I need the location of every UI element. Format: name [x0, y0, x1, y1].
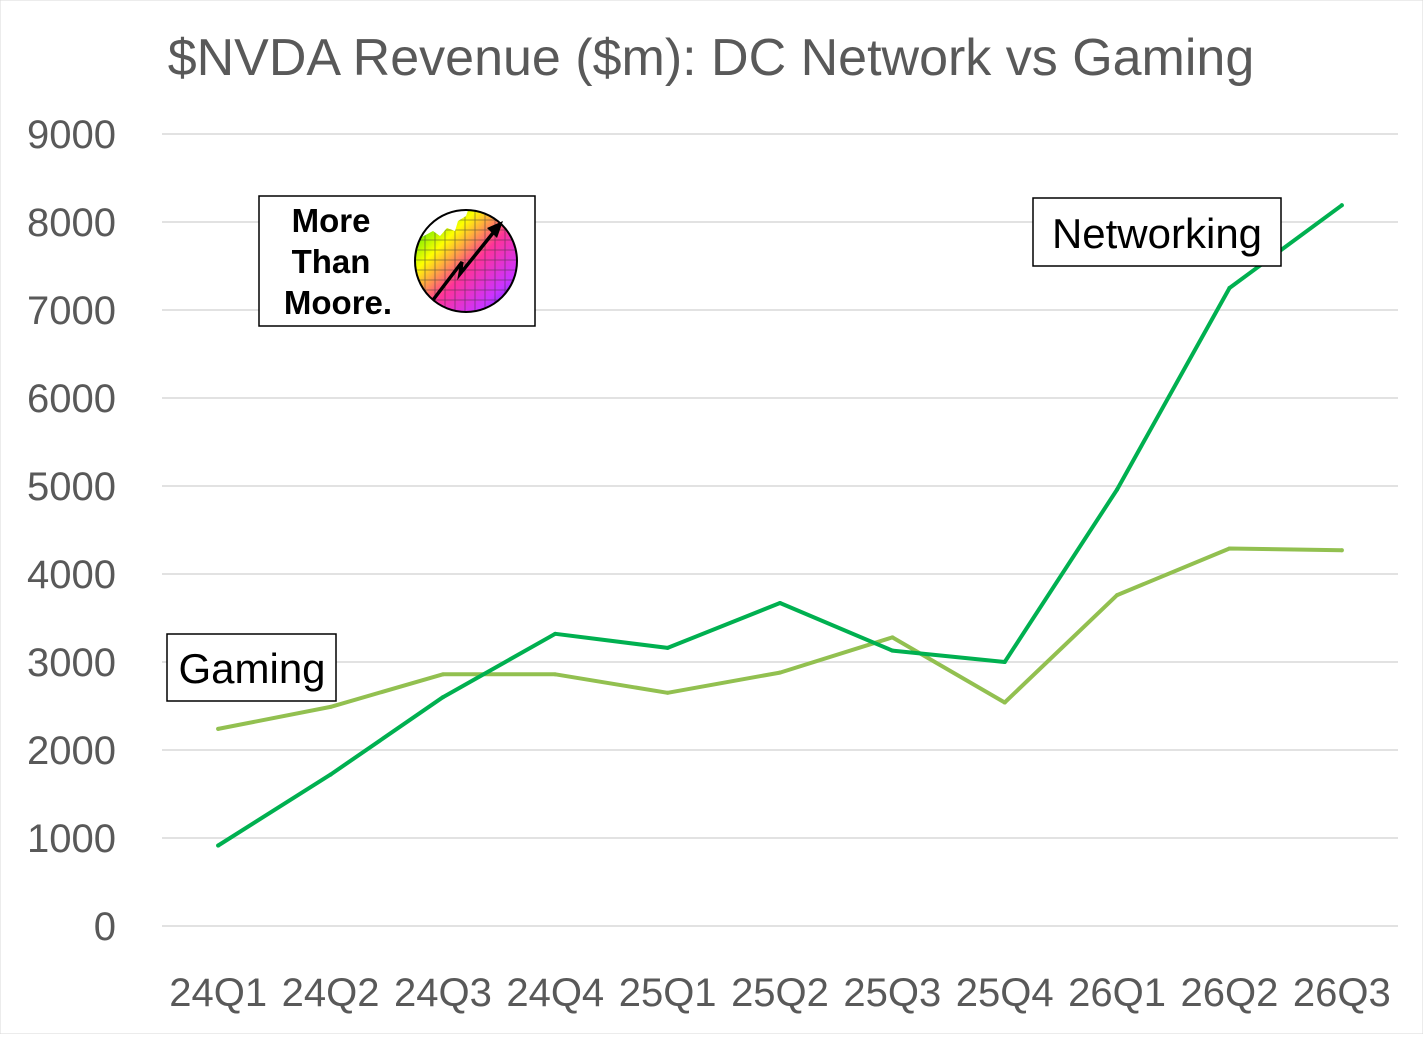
- data-point-gaming: [1115, 593, 1120, 598]
- networking-label-box: [1032, 197, 1282, 267]
- data-point-gaming: [890, 635, 895, 640]
- x-tick-label: 26Q3: [1293, 971, 1391, 1015]
- data-point-networking: [328, 772, 333, 777]
- data-point-gaming: [1227, 546, 1232, 551]
- x-tick-label: 25Q4: [956, 971, 1054, 1015]
- data-point-gaming: [216, 726, 221, 731]
- x-tick-label: 25Q1: [619, 971, 717, 1015]
- data-point-gaming: [328, 704, 333, 709]
- data-point-gaming: [1002, 700, 1007, 705]
- y-tick-label: 3000: [27, 641, 116, 685]
- logo-text-line1: More: [292, 202, 371, 239]
- data-point-networking: [1227, 286, 1232, 290]
- more-than-moore-logo: More Than Moore.: [258, 195, 536, 327]
- networking-label: Networking: [1052, 210, 1262, 257]
- gaming-annotation: Gaming: [166, 633, 337, 702]
- x-tick-label: 25Q2: [731, 971, 829, 1015]
- networking-annotation: Networking: [1032, 197, 1282, 267]
- y-tick-label: 2000: [27, 729, 116, 773]
- x-tick-label: 25Q3: [843, 971, 941, 1015]
- data-point-gaming: [553, 672, 558, 677]
- logo-text-line3: Moore.: [284, 284, 392, 321]
- x-tick-label: 24Q4: [506, 971, 604, 1015]
- data-point-networking: [778, 601, 782, 606]
- data-point-networking: [216, 843, 221, 848]
- y-tick-label: 1000: [27, 817, 116, 861]
- y-axis-tick-labels: 0 1000 2000 3000 4000 5000 6000 7000 8000 9000: [27, 113, 116, 949]
- data-point-networking: [1002, 660, 1007, 664]
- gaming-label-box: [166, 633, 337, 702]
- y-tick-label: 8000: [27, 201, 116, 245]
- data-point-networking: [665, 645, 670, 650]
- chart-title: $NVDA Revenue ($m): DC Network vs Gaming: [168, 29, 1255, 87]
- data-point-networking: [890, 648, 895, 653]
- x-tick-label: 24Q1: [169, 971, 267, 1015]
- data-point-networking: [1339, 203, 1344, 208]
- data-point-gaming: [440, 672, 445, 677]
- x-axis-tick-labels: 24Q1 24Q2 24Q3 24Q4 25Q1 25Q2 25Q3 25Q4 26Q1 26Q2…: [169, 971, 1390, 1015]
- y-tick-label: 6000: [27, 377, 116, 421]
- x-tick-label: 24Q3: [394, 971, 492, 1015]
- gaming-label: Gaming: [178, 645, 325, 692]
- wafer-icon: [414, 209, 518, 313]
- logo-text-line2: Than: [292, 243, 371, 280]
- y-tick-label: 9000: [27, 113, 116, 157]
- data-point-gaming: [665, 690, 670, 695]
- x-tick-label: 26Q1: [1068, 971, 1166, 1015]
- series-lines: [216, 203, 1344, 848]
- data-point-networking: [553, 631, 558, 636]
- data-point-networking: [440, 695, 445, 700]
- x-tick-label: 24Q2: [282, 971, 380, 1015]
- data-point-gaming: [778, 670, 782, 675]
- data-point-networking: [1115, 487, 1120, 492]
- x-tick-label: 26Q2: [1181, 971, 1279, 1015]
- data-point-gaming: [1339, 548, 1344, 553]
- y-tick-label: 0: [94, 905, 116, 949]
- y-tick-label: 5000: [27, 465, 116, 509]
- y-tick-label: 7000: [27, 289, 116, 333]
- y-tick-label: 4000: [27, 553, 116, 597]
